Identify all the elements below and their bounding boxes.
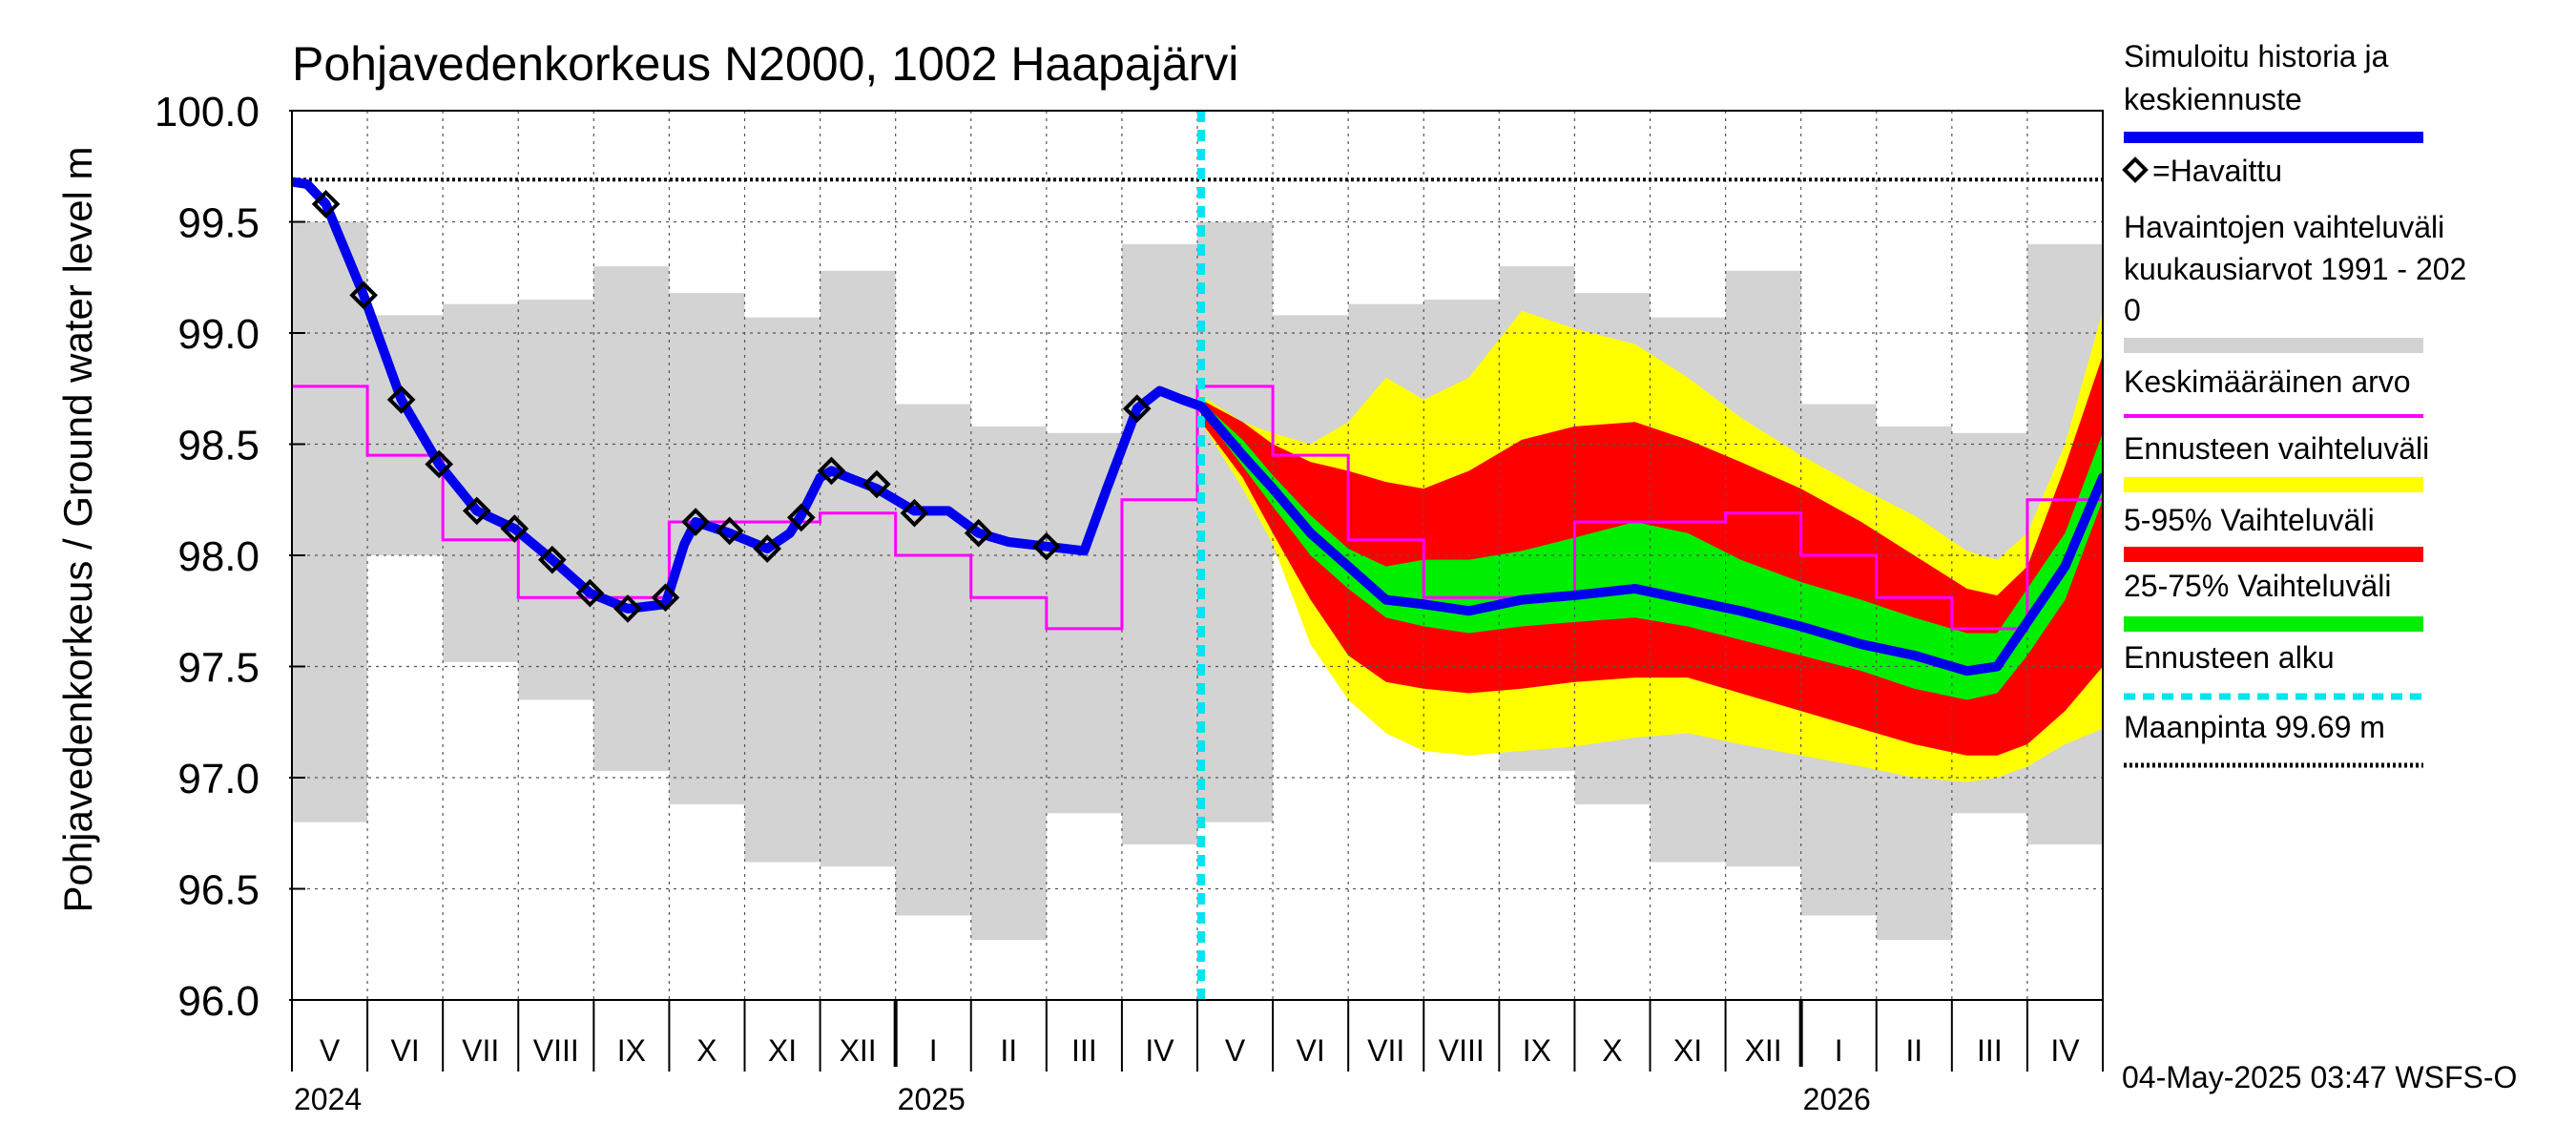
y-tick-label: 96.0: [177, 978, 260, 1025]
month-label: III: [1977, 1033, 2003, 1068]
observation-marker: [386, 385, 416, 414]
month-label: VIII: [1439, 1033, 1485, 1068]
observation-marker: [462, 496, 491, 526]
history-range-band: [518, 300, 594, 700]
history-range-band: [367, 315, 444, 555]
observation-marker: [681, 508, 710, 536]
month-label: VI: [1297, 1033, 1325, 1068]
legend-label: =Havaittu: [2152, 154, 2282, 188]
history-range-band: [895, 404, 971, 916]
observation-marker: [425, 449, 454, 479]
observation-marker: [817, 456, 846, 486]
observation-marker: [900, 498, 929, 528]
month-label: XI: [768, 1033, 797, 1068]
month-label: IX: [617, 1033, 646, 1068]
month-label: XII: [840, 1033, 877, 1068]
observation-marker: [715, 516, 744, 546]
month-label: VIII: [533, 1033, 579, 1068]
legend-label: Simuloitu historia ja: [2124, 39, 2389, 73]
legend-label: 0: [2124, 293, 2141, 327]
month-label: XI: [1673, 1033, 1702, 1068]
month-label: IV: [2050, 1033, 2080, 1068]
observation-marker: [651, 583, 680, 613]
simulated-history-line: [292, 177, 2103, 677]
history-range-band: [1046, 432, 1122, 814]
history-range-band: [593, 266, 670, 772]
legend-label: Keskimääräinen arvo: [2124, 364, 2411, 399]
year-label: 2026: [1803, 1082, 1871, 1116]
month-label: X: [696, 1033, 717, 1068]
observation-marker: [538, 545, 567, 574]
month-label: IX: [1523, 1033, 1551, 1068]
observation-marker: [349, 281, 378, 310]
legend-swatch: [2124, 616, 2423, 632]
y-tick-label: 98.0: [177, 533, 260, 580]
month-label: X: [1602, 1033, 1622, 1068]
y-tick-label: 97.5: [177, 645, 260, 692]
observation-marker: [786, 503, 816, 532]
legend-label: Maanpinta 99.69 m: [2124, 710, 2385, 744]
chart-title: Pohjavedenkorkeus N2000, 1002 Haapajärvi: [292, 37, 1238, 91]
legend-swatch: [2124, 338, 2423, 353]
month-label: II: [1000, 1033, 1017, 1068]
legend-label: Ennusteen alku: [2124, 640, 2335, 675]
legend-label: keskiennuste: [2124, 82, 2302, 116]
month-label: VI: [391, 1033, 420, 1068]
history-range-band: [292, 221, 368, 822]
legend: Simuloitu historia ja keskiennuste =Havait…: [2122, 39, 2466, 768]
observation-marker: [753, 534, 782, 563]
month-label: VII: [1367, 1033, 1404, 1068]
y-tick-label: 97.0: [177, 756, 260, 802]
observation-marker: [311, 190, 341, 219]
legend-swatch: [2124, 477, 2423, 492]
y-tick-label: 98.5: [177, 423, 260, 469]
forecast-25-75-band: [1200, 402, 2103, 700]
y-tick-label: 99.5: [177, 200, 260, 247]
history-range-band: [970, 426, 1047, 941]
legend-marker: [2122, 156, 2149, 183]
month-label: I: [1835, 1033, 1843, 1068]
legend-label: Havaintojen vaihteluväli: [2124, 210, 2444, 244]
observation-marker: [1032, 531, 1061, 561]
history-range-band: [744, 317, 821, 863]
year-label: 2024: [294, 1082, 362, 1116]
month-label: XII: [1745, 1033, 1782, 1068]
legend-label: Ennusteen vaihteluväli: [2124, 431, 2429, 466]
month-label: VII: [462, 1033, 499, 1068]
month-label: IV: [1145, 1033, 1174, 1068]
legend-label: 5-95% Vaihteluväli: [2124, 503, 2375, 537]
history-range-band: [1121, 243, 1197, 844]
observation-marker: [500, 514, 530, 543]
month-label: V: [1225, 1033, 1246, 1068]
observation-marker: [964, 518, 993, 548]
observation-marker: [613, 594, 642, 623]
observation-marker: [862, 469, 891, 499]
observation-marker: [1122, 394, 1152, 424]
series: [292, 111, 2103, 1000]
observation-marker: [575, 578, 605, 608]
month-label: I: [929, 1033, 938, 1068]
legend-swatch: [2124, 547, 2423, 562]
history-range-band: [820, 270, 896, 867]
year-label: 2025: [898, 1082, 966, 1116]
month-label: V: [320, 1033, 341, 1068]
y-tick-label: 99.0: [177, 311, 260, 358]
month-label: II: [1905, 1033, 1922, 1068]
y-axis-label: Pohjavedenkorkeus / Ground water level m: [55, 146, 100, 912]
month-label: III: [1071, 1033, 1097, 1068]
history-range-band: [1197, 221, 1274, 822]
legend-label: kuukausiarvot 1991 - 202: [2124, 252, 2466, 286]
timestamp: 04-May-2025 03:47 WSFS-O: [2122, 1060, 2517, 1094]
y-tick-label: 96.5: [177, 867, 260, 914]
y-tick-label: 100.0: [155, 89, 260, 135]
legend-label: 25-75% Vaihteluväli: [2124, 569, 2391, 603]
